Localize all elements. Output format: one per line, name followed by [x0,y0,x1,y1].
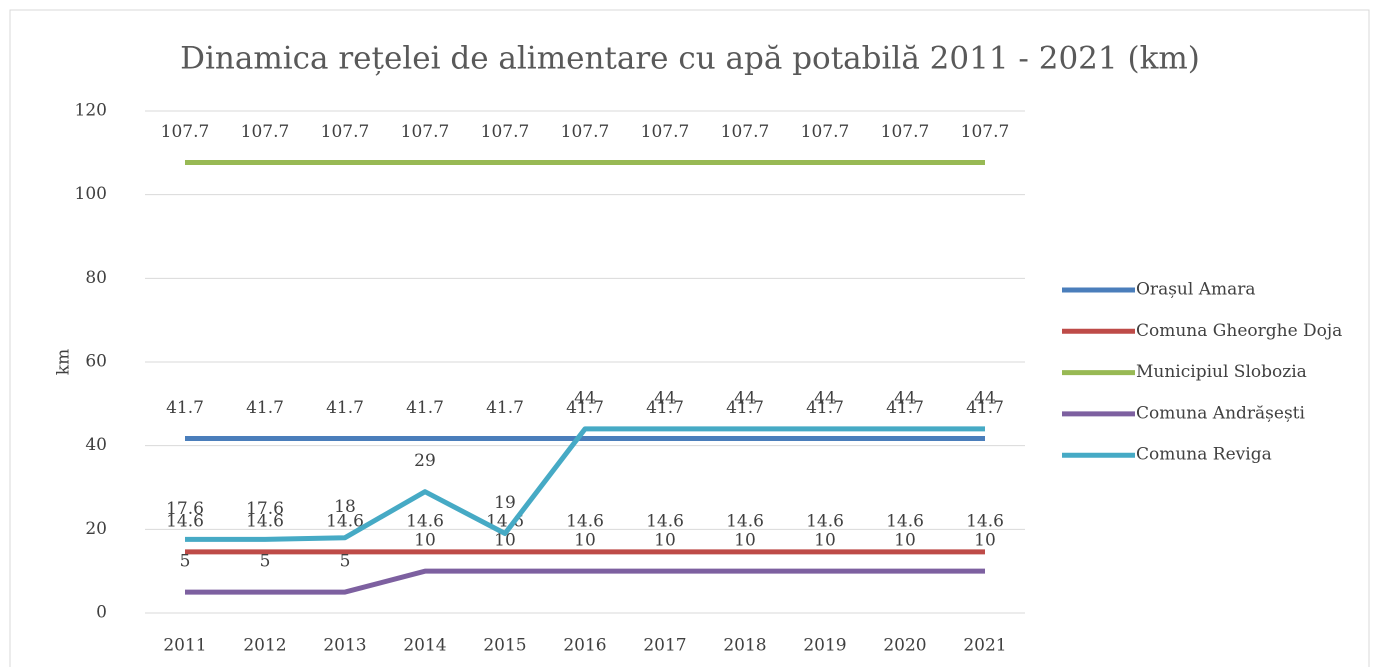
legend-label: Municipiul Slobozia [1136,362,1307,382]
data-label: 41.7 [166,398,204,418]
data-label: 14.6 [406,511,444,531]
data-label: 29 [414,451,436,471]
data-label: 14.6 [966,511,1004,531]
y-tick-label: 100 [75,184,107,204]
y-tick-label: 80 [85,268,107,288]
data-label: 17.6 [166,499,204,519]
data-label: 107.7 [321,122,370,142]
legend-label: Orașul Amara [1136,280,1256,300]
chart-title: Dinamica rețelei de alimentare cu apă po… [180,41,1200,77]
data-label: 5 [340,552,351,572]
data-label: 14.6 [886,511,924,531]
data-label: 5 [180,552,191,572]
x-tick-label: 2012 [243,636,286,656]
data-label: 10 [414,531,436,551]
data-label: 107.7 [641,122,690,142]
data-label: 44 [734,388,756,408]
data-label: 107.7 [401,122,450,142]
data-label: 5 [260,552,271,572]
series-line [185,426,985,542]
data-label: 10 [734,531,756,551]
data-label: 10 [574,531,596,551]
x-tick-label: 2020 [883,636,926,656]
x-tick-label: 2015 [483,636,526,656]
data-label: 44 [974,388,996,408]
data-label: 10 [974,531,996,551]
data-label: 107.7 [961,122,1010,142]
x-tick-label: 2011 [163,636,206,656]
data-label: 14.6 [166,511,204,531]
data-label: 14.6 [246,511,284,531]
data-label: 41.7 [886,398,924,418]
x-tick-label: 2017 [643,636,686,656]
data-label: 41.7 [646,398,684,418]
data-label: 41.7 [566,398,604,418]
data-label: 10 [894,531,916,551]
data-label: 107.7 [561,122,610,142]
y-tick-label: 0 [96,603,107,623]
data-label: 14.6 [326,511,364,531]
y-tick-label: 60 [85,352,107,372]
data-label: 41.7 [806,398,844,418]
data-label: 41.7 [246,398,284,418]
legend-label: Comuna Gheorghe Doja [1136,321,1342,341]
data-label: 107.7 [241,122,290,142]
data-label: 14.6 [566,511,604,531]
data-label: 14.6 [726,511,764,531]
legend-label: Comuna Reviga [1136,445,1272,465]
x-tick-label: 2016 [563,636,606,656]
data-label: 107.7 [881,122,930,142]
data-label: 10 [814,531,836,551]
data-label: 107.7 [801,122,850,142]
data-label: 44 [654,388,676,408]
y-tick-label: 20 [85,519,107,539]
y-tick-label: 40 [85,435,107,455]
y-axis-label: km [54,349,74,375]
series-line [185,568,985,595]
x-tick-label: 2014 [403,636,446,656]
data-label: 41.7 [726,398,764,418]
x-tick-label: 2021 [963,636,1006,656]
data-label: 44 [814,388,836,408]
data-label: 18 [334,497,356,517]
data-label: 10 [654,531,676,551]
data-label: 107.7 [161,122,210,142]
data-label: 10 [494,531,516,551]
x-tick-label: 2019 [803,636,846,656]
x-tick-label: 2013 [323,636,366,656]
data-label: 41.7 [406,398,444,418]
data-label: 17.6 [246,499,284,519]
data-label: 19 [494,493,516,513]
x-tick-label: 2018 [723,636,766,656]
data-label: 41.7 [326,398,364,418]
data-label: 14.6 [646,511,684,531]
data-label: 14.6 [806,511,844,531]
data-label: 41.7 [486,398,524,418]
legend-label: Comuna Andrășești [1136,403,1306,423]
data-label: 107.7 [721,122,770,142]
data-label: 107.7 [481,122,530,142]
data-label: 44 [894,388,916,408]
chart-border [9,9,1370,667]
data-label: 44 [574,388,596,408]
data-label: 41.7 [966,398,1004,418]
y-tick-label: 120 [75,101,107,121]
